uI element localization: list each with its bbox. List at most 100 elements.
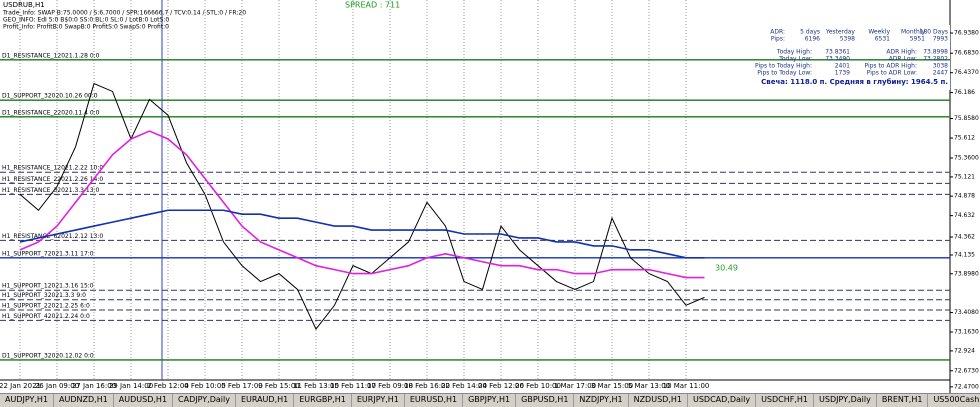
y-tick-label: 76.4370 xyxy=(954,69,979,76)
level-label: D1_SUPPORT_32020.10.26 00:0 xyxy=(2,93,98,100)
info-cell: Monthly xyxy=(901,29,925,36)
y-tick-label: 74.878 xyxy=(954,193,975,200)
x-tick-label: 22 Jan 2021 xyxy=(0,382,41,390)
y-tick-label: 72.6730 xyxy=(954,367,979,374)
x-tick-label: 27 Jan 16:00 xyxy=(72,382,116,390)
info-cell: Pips to ADR Low: xyxy=(867,70,917,77)
x-tick-label: 18 Feb 16:00 xyxy=(404,382,450,390)
symbol: USDRUB,H1 xyxy=(3,1,45,9)
info-cell: 6531 xyxy=(875,36,890,43)
info-cell: Weekly xyxy=(868,29,890,36)
chart-tab[interactable]: GBPJPY,H1 xyxy=(463,394,517,407)
chart-tab[interactable]: US500Cash,Daily xyxy=(928,394,980,407)
info-panel-bg xyxy=(735,25,950,90)
info-cell: 1739 xyxy=(835,70,850,77)
x-tick-label: 1 Mar 17:00 xyxy=(554,382,596,390)
header-line: Trade_Info: SWAP B:75.0000 / S:6.7000 / … xyxy=(2,10,246,17)
info-cell: 6196 xyxy=(805,36,820,43)
y-tick-label: 73.4080 xyxy=(954,309,979,316)
y-tick-label: 76.186 xyxy=(954,89,975,96)
y-tick-label: 74.362 xyxy=(954,234,975,241)
info-cell: Pips: xyxy=(771,36,785,43)
chart-tab[interactable]: EURAUD,H1 xyxy=(236,394,295,407)
info-cell: Pips to Today High: xyxy=(755,63,812,70)
level-label: H1_RESISTANCE_22021.2.26 14:0 xyxy=(2,176,103,183)
chart-tab[interactable]: EURGBP,H1 xyxy=(294,394,352,407)
x-tick-label: 26 Jan 09:00 xyxy=(35,382,79,390)
level-label: D1_RESISTANCE_22020.11.4 0:0 xyxy=(2,109,100,116)
info-cell: Pips to Today Low: xyxy=(757,70,812,77)
level-label: D1_SUPPORT_32020.12.02 0:0 xyxy=(2,352,94,359)
y-tick-label: 75.121 xyxy=(954,173,975,180)
y-tick-label: 76.6830 xyxy=(954,50,979,57)
chart-tab[interactable]: BRENT,H1 xyxy=(877,394,929,407)
series-line xyxy=(19,130,705,279)
chart-tab[interactable]: USDCAD,Daily xyxy=(688,394,757,407)
series-line xyxy=(19,209,705,259)
info-cell: 5398 xyxy=(840,36,855,43)
chart-tab[interactable]: AUDJPY,H1 xyxy=(0,394,55,407)
y-tick-label: 73.8980 xyxy=(954,270,979,277)
x-tick-label: 22 Feb 14:00 xyxy=(441,382,487,390)
x-tick-label: 5 Feb 17:00 xyxy=(221,382,262,390)
info-cell: 2401 xyxy=(835,63,850,70)
chart-tab[interactable]: CADJPY,Daily xyxy=(173,394,236,407)
info-cell: 73.3490 xyxy=(825,56,850,63)
info-cell: Today High: xyxy=(776,49,812,56)
info-cell: 5 days xyxy=(800,29,820,36)
header-line: Profit_Info: ProfitB:0 SwapB:0 ProfitS:0… xyxy=(3,24,169,31)
y-tick-label: 75.8580 xyxy=(954,115,979,122)
range-label: 30.49 xyxy=(715,264,738,273)
chart-tab[interactable]: GBPUSD,H1 xyxy=(516,394,575,407)
level-label: H1_SUPPORT_22021.2.25 6:0 xyxy=(2,303,90,310)
chart-tab[interactable]: NZDUSD,H1 xyxy=(629,394,688,407)
chart-tab[interactable]: USDJPY,Daily xyxy=(814,394,877,407)
chart-tab[interactable]: USDCHF,H1 xyxy=(756,394,815,407)
x-tick-label: 24 Feb 12:00 xyxy=(478,382,524,390)
x-tick-label: 10 Mar 11:00 xyxy=(663,382,710,390)
info-cell: 180 Days xyxy=(920,29,948,36)
info-cell: 3038 xyxy=(933,63,948,70)
info-cell: ADR High: xyxy=(886,49,917,56)
x-tick-label: 9 Feb 15:00 xyxy=(258,382,299,390)
y-tick-label: 72.924 xyxy=(954,347,975,354)
header-line: GEO_INFO: EdI 5:0 B$0:0 SS:0 BL:0 SL:0 /… xyxy=(3,17,169,24)
chart-tab[interactable]: EURUSD,H1 xyxy=(405,394,464,407)
level-label: H1_SUPPORT_72021.3.11 17:0 xyxy=(2,250,94,257)
y-tick-label: 74.135 xyxy=(954,251,975,258)
level-label: H1_RESISTANCE_32021.3.3 13:0 xyxy=(2,187,100,194)
candle-info: Свеча: 1118.0 п. Средняя в глубину: 1964… xyxy=(761,78,948,86)
info-cell: Pips to ADR High: xyxy=(864,63,917,70)
info-cell: 73.2802 xyxy=(923,56,948,63)
x-tick-label: 5 Mar 13:00 xyxy=(628,382,670,390)
chart-tab[interactable]: NZDJPY,H1 xyxy=(574,394,629,407)
y-tick-label: 75.3600 xyxy=(954,154,979,161)
level-label: D1_RESISTANCE_12021.1.28 0:0 xyxy=(2,52,100,59)
info-cell: 73.8361 xyxy=(825,49,850,56)
y-tick-label: 74.632 xyxy=(954,212,975,219)
y-tick-label: 75.612 xyxy=(954,135,975,142)
spread: SPREAD : 711 xyxy=(345,1,400,10)
info-cell: ADR Low: xyxy=(889,56,917,63)
tab-bar: AUDJPY,H1 AUDNZD,H1 AUDUSD,H1 CADJPY,Daily E… xyxy=(0,393,980,407)
y-tick-label: 76.9380 xyxy=(954,30,979,37)
chart-tab[interactable]: AUDNZD,H1 xyxy=(54,394,114,407)
x-tick-label: 11 Feb 13:00 xyxy=(293,382,339,390)
level-label: H1_RESISTANCE_12021.2.22 10:0 xyxy=(2,165,103,172)
level-label: H1_SUPPORT_42021.2.24 0:0 xyxy=(2,313,90,320)
info-cell: Yesterday xyxy=(825,29,856,36)
x-tick-label: 4 Feb 10:00 xyxy=(184,382,225,390)
level-label: H1_RESISTANCE_62021.2.12 13:0 xyxy=(2,233,103,240)
x-tick-label: 15 Feb 11:00 xyxy=(330,382,376,390)
chart-tab[interactable]: EURJPY,H1 xyxy=(352,394,405,407)
x-tick-label: 26 Feb 10:00 xyxy=(515,382,561,390)
chart-tab[interactable]: AUDUSD,H1 xyxy=(114,394,174,407)
y-tick-label: 72.4700 xyxy=(954,383,979,390)
x-tick-label: 3 Mar 15:00 xyxy=(591,382,633,390)
info-cell: 73.8998 xyxy=(923,49,948,56)
level-label: H1_SUPPORT_32021.3.3 9:0 xyxy=(2,292,86,299)
level-label: H1_SUPPORT_12021.3.16 15:0 xyxy=(2,283,94,290)
info-cell: ADR: xyxy=(770,29,785,36)
